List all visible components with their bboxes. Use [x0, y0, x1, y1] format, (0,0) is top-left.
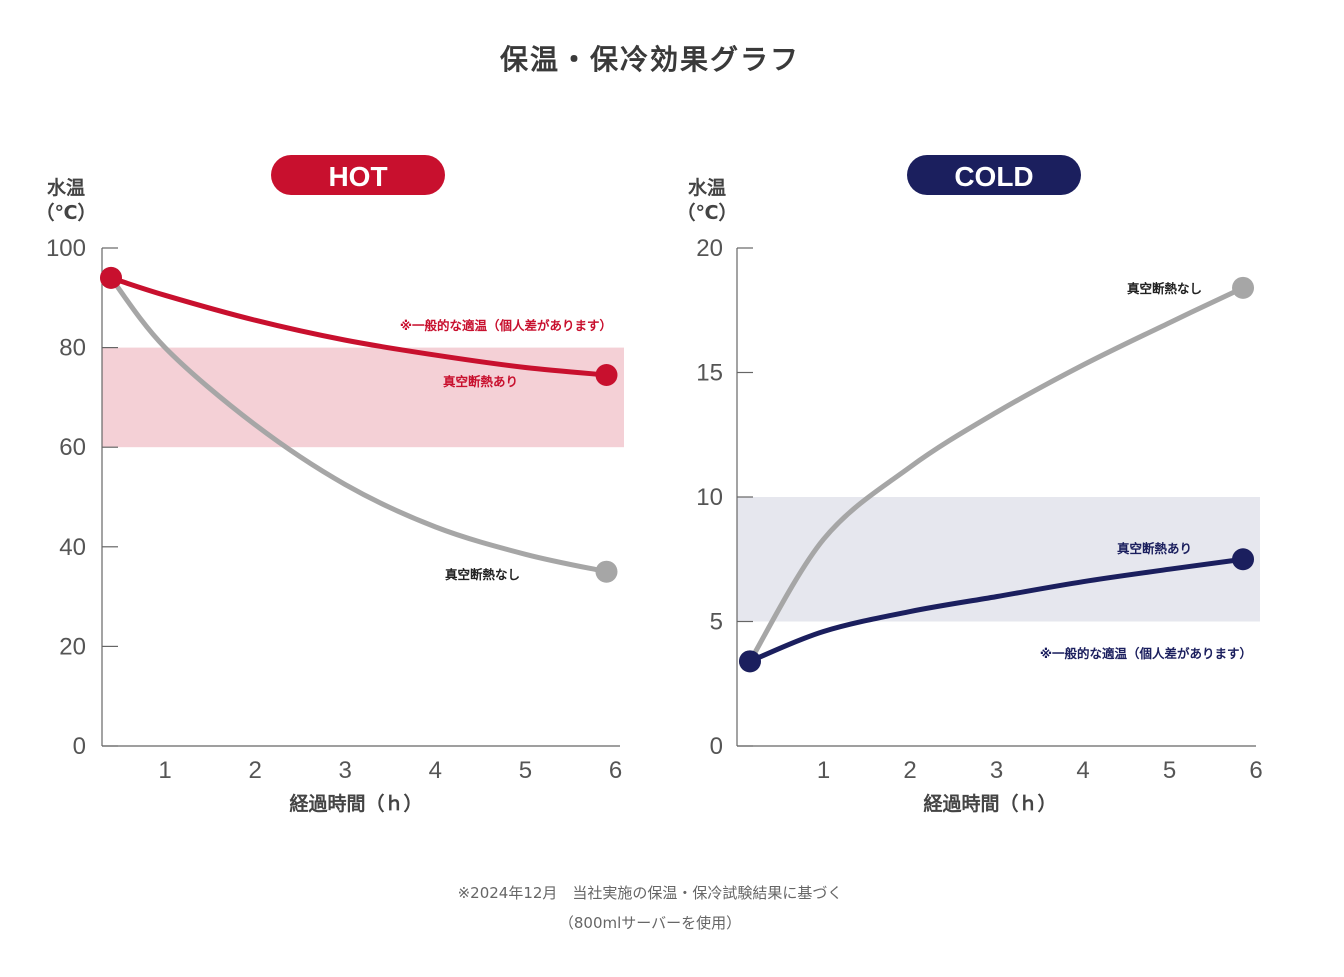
hot-xtick-label: 2: [248, 757, 261, 784]
hot-ytick-label: 100: [46, 235, 86, 262]
cold-series-end-point: [1232, 276, 1255, 299]
hot-ylabel-line1: 水温: [47, 177, 85, 199]
hot-series-end-point: [595, 560, 618, 583]
hot-badge: [271, 155, 445, 195]
cold-xtick-label: 5: [1163, 757, 1176, 784]
hot-band-label: ※一般的な適温（個人差があります）: [400, 318, 612, 333]
hot-series-start-point: [100, 266, 123, 289]
cold-badge: [907, 155, 1081, 195]
cold-xtick-label: 1: [817, 757, 830, 784]
hot-xtick-label: 1: [158, 757, 171, 784]
cold-xtick-label: 6: [1249, 757, 1262, 784]
hot-series-end-point: [595, 363, 618, 386]
hot-series-label-insulated: 真空断熱あり: [443, 374, 518, 389]
hot-ytick-label: 0: [73, 733, 86, 760]
hot-series-line-insulated: [108, 275, 609, 378]
footnote-line-1: ※2024年12月 当社実施の保温・保冷試験結果に基づく: [457, 884, 843, 902]
cold-ytick-label: 5: [710, 609, 723, 636]
footnote: ※2024年12月 当社実施の保温・保冷試験結果に基づく （800mlサーバーを…: [0, 878, 1300, 938]
cold-series-end-point: [1232, 548, 1255, 571]
hot-comfort-band: [102, 347, 624, 448]
footnote-line-2: （800mlサーバーを使用）: [558, 914, 742, 932]
hot-xtick-label: 3: [339, 757, 352, 784]
cold-ylabel-line2: （℃）: [676, 201, 737, 224]
page-title: 保温・保冷効果グラフ: [499, 43, 800, 76]
hot-chart: HOT 水温（℃） 0 20 40 60 80 100 1 2 3 4 5 6 経過時間（ｈ） 真空断熱あり真…: [35, 155, 624, 815]
cold-ytick-label: 20: [696, 235, 723, 262]
cold-badge-label: COLD: [954, 161, 1033, 192]
hot-series-line-non-insulated: [108, 275, 609, 575]
cold-series-label-insulated: 真空断熱あり: [1117, 541, 1192, 556]
cold-series-line-insulated: [747, 556, 1246, 664]
hot-xtick-label: 4: [429, 757, 442, 784]
hot-xtick-label: 5: [519, 757, 532, 784]
cold-ylabel-line1: 水温: [688, 177, 726, 199]
hot-xtick-label: 6: [609, 757, 622, 784]
cold-series-start-point: [738, 650, 761, 673]
cold-xtick-label: 3: [990, 757, 1003, 784]
hot-series-label-non-insulated: 真空断熱なし: [445, 567, 520, 582]
cold-series-label-non-insulated: 真空断熱なし: [1127, 281, 1202, 296]
hot-ytick-label: 80: [59, 335, 86, 362]
hot-ytick-label: 60: [59, 434, 86, 461]
cold-xlabel: 経過時間（ｈ）: [923, 792, 1056, 815]
cold-xtick-label: 2: [903, 757, 916, 784]
cold-series-line-non-insulated: [747, 285, 1246, 664]
hot-badge-label: HOT: [328, 161, 387, 192]
cold-ytick-label: 0: [710, 733, 723, 760]
hot-ylabel-line2: （℃）: [35, 201, 96, 224]
hot-xlabel: 経過時間（ｈ）: [289, 792, 422, 815]
hot-ytick-label: 20: [59, 633, 86, 660]
cold-chart: COLD 水温（℃） 0 5 10 15 20 1 2 3 4 5 6 経過時間（ｈ） 真空断熱あり 真空断熱…: [676, 155, 1263, 815]
hot-ytick-label: 40: [59, 534, 86, 561]
cold-comfort-band: [737, 497, 1260, 622]
cold-band-label: ※一般的な適温（個人差があります）: [1040, 646, 1252, 661]
cold-ytick-label: 10: [696, 484, 723, 511]
cold-ytick-label: 15: [696, 360, 723, 387]
cold-xtick-label: 4: [1076, 757, 1089, 784]
